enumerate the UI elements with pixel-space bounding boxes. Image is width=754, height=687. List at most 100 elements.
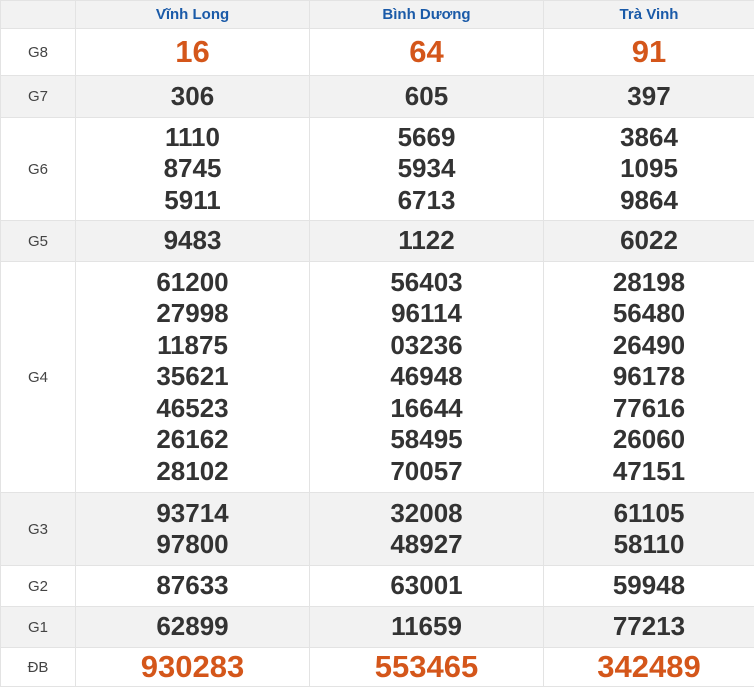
result-number: 46948 (310, 361, 543, 393)
prize-label: ĐB (1, 648, 76, 687)
result-number: 63001 (310, 570, 543, 602)
prize-label: G1 (1, 607, 76, 648)
result-cell: 9483 (76, 221, 310, 262)
result-number: 16 (76, 33, 309, 71)
result-number: 28198 (544, 267, 754, 299)
result-number: 47151 (544, 456, 754, 488)
result-cell: 930283 (76, 648, 310, 687)
result-cell: 397 (544, 76, 754, 118)
prize-label: G5 (1, 221, 76, 262)
province-header[interactable]: Bình Dương (310, 1, 544, 29)
result-number: 28102 (76, 456, 309, 488)
result-cell: 1122 (310, 221, 544, 262)
result-cell: 553465 (310, 648, 544, 687)
result-number: 96178 (544, 361, 754, 393)
result-number: 6022 (544, 225, 754, 257)
result-number: 5669 (310, 122, 543, 154)
result-number: 8745 (76, 153, 309, 185)
result-number: 56480 (544, 298, 754, 330)
result-cell: 6022 (544, 221, 754, 262)
result-number: 62899 (76, 611, 309, 643)
result-number: 61105 (544, 498, 754, 530)
result-cell: 342489 (544, 648, 754, 687)
result-number: 5911 (76, 185, 309, 217)
result-number: 64 (310, 33, 543, 71)
result-number: 32008 (310, 498, 543, 530)
result-number: 61200 (76, 267, 309, 299)
province-header[interactable]: Vĩnh Long (76, 1, 310, 29)
prize-label: G7 (1, 76, 76, 118)
result-number: 58110 (544, 529, 754, 561)
prize-label: G8 (1, 29, 76, 76)
result-number: 1110 (76, 122, 309, 154)
result-number: 306 (76, 81, 309, 113)
result-number: 48927 (310, 529, 543, 561)
prize-column-header (1, 1, 76, 29)
prize-label: G6 (1, 118, 76, 221)
result-cell: 63001 (310, 566, 544, 607)
result-cell: 16 (76, 29, 310, 76)
result-cell: 605 (310, 76, 544, 118)
result-number: 03236 (310, 330, 543, 362)
result-number: 11875 (76, 330, 309, 362)
result-number: 56403 (310, 267, 543, 299)
result-number: 59948 (544, 570, 754, 602)
result-cell: 77213 (544, 607, 754, 648)
result-number: 3864 (544, 122, 754, 154)
result-number: 58495 (310, 424, 543, 456)
result-number: 1095 (544, 153, 754, 185)
result-number: 5934 (310, 153, 543, 185)
result-number: 11659 (310, 611, 543, 643)
result-number: 9864 (544, 185, 754, 217)
prize-label: G3 (1, 493, 76, 566)
header-row: Vĩnh Long Bình Dương Trà Vinh (1, 1, 754, 29)
result-cell: 87633 (76, 566, 310, 607)
result-number: 397 (544, 81, 754, 113)
result-number: 70057 (310, 456, 543, 488)
result-number: 87633 (76, 570, 309, 602)
result-number: 93714 (76, 498, 309, 530)
result-number: 6713 (310, 185, 543, 217)
result-number: 46523 (76, 393, 309, 425)
result-cell: 62899 (76, 607, 310, 648)
result-number: 1122 (310, 225, 543, 257)
province-header[interactable]: Trà Vinh (544, 1, 754, 29)
result-number: 35621 (76, 361, 309, 393)
result-number: 26490 (544, 330, 754, 362)
result-number: 91 (544, 33, 754, 71)
result-number: 9483 (76, 225, 309, 257)
result-number: 96114 (310, 298, 543, 330)
result-cell: 11659 (310, 607, 544, 648)
result-number: 27998 (76, 298, 309, 330)
result-cell: 59948 (544, 566, 754, 607)
result-number: 97800 (76, 529, 309, 561)
result-cell: 91 (544, 29, 754, 76)
prize-label: G4 (1, 262, 76, 493)
result-number: 26162 (76, 424, 309, 456)
result-number: 26060 (544, 424, 754, 456)
prize-label: G2 (1, 566, 76, 607)
result-number: 77616 (544, 393, 754, 425)
result-number: 77213 (544, 611, 754, 643)
result-cell: 64 (310, 29, 544, 76)
